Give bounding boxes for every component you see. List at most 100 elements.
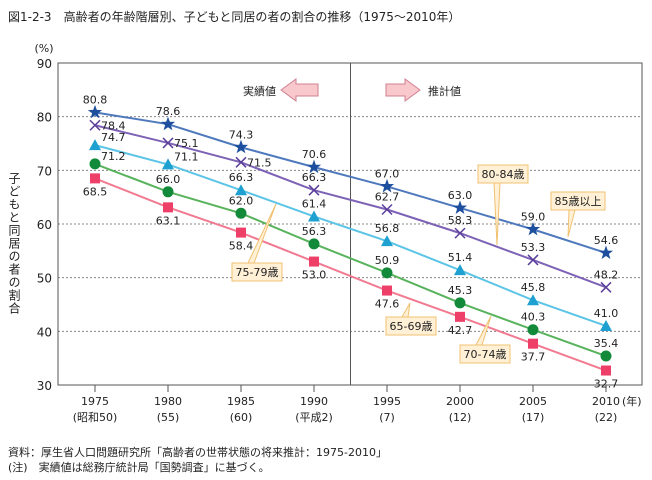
data-point-triangle (308, 210, 320, 222)
data-point-x (381, 203, 393, 216)
data-label: 58.3 (448, 214, 473, 227)
data-point-star (525, 221, 541, 236)
series-line-x (94, 124, 607, 289)
data-point-square (163, 202, 173, 213)
x-tick-sublabel: (平成2) (295, 411, 333, 424)
data-point-circle (454, 297, 466, 309)
y-tick-label: 60 (37, 218, 52, 232)
data-point-circle (381, 267, 393, 279)
data-label: 71.1 (174, 150, 199, 163)
callout-box (477, 164, 529, 184)
x-tick-label: 1975 (81, 395, 109, 408)
data-point-circle (600, 350, 612, 362)
right-arrow-icon (385, 78, 421, 102)
data-point-star (87, 104, 103, 119)
x-unit-label: (年) (622, 394, 642, 408)
x-tick-sublabel: (昭和50) (73, 411, 118, 424)
data-label: 59.0 (521, 210, 546, 223)
data-label: 78.4 (101, 119, 126, 132)
callout-box (459, 344, 511, 364)
data-point-triangle (454, 264, 466, 276)
data-point-square (455, 311, 465, 322)
callout-box (231, 262, 283, 282)
data-point-circle (527, 324, 539, 336)
data-point-triangle (89, 139, 101, 151)
series-line-square (94, 177, 607, 372)
x-tick-sublabel: (22) (595, 411, 618, 424)
data-point-square (601, 365, 611, 376)
data-label: 71.2 (101, 150, 126, 163)
x-tick-label: 2010 (592, 395, 620, 408)
data-label: 56.3 (302, 225, 327, 238)
y-tick-label: 80 (37, 111, 52, 125)
data-point-star (233, 139, 249, 154)
x-tick-label: 2000 (446, 395, 474, 408)
data-point-x (454, 227, 466, 239)
callout-box (550, 191, 606, 211)
callout-box (385, 316, 437, 336)
x-tick-sublabel: (55) (157, 411, 180, 424)
x-tick-label: 1980 (154, 395, 182, 408)
data-label: 48.2 (594, 268, 619, 281)
data-point-triangle (600, 319, 612, 331)
data-label: 66.3 (302, 171, 327, 184)
data-label: 42.7 (448, 324, 473, 337)
data-label: 80.8 (83, 93, 108, 106)
data-point-star (306, 159, 322, 174)
data-label: 75.1 (174, 137, 199, 150)
data-point-circle (235, 207, 247, 219)
x-tick-label: 1995 (373, 395, 401, 408)
series-callout-label: 80-84歳 (482, 168, 525, 181)
series-line-circle (94, 162, 607, 357)
data-label: 53.0 (302, 269, 327, 282)
data-label: 51.4 (448, 251, 473, 264)
callout-pointer (493, 182, 501, 246)
data-point-circle (308, 238, 320, 250)
x-tick-sublabel: (12) (449, 411, 472, 424)
data-point-star (379, 178, 395, 193)
projected-values-label: 推計値 (428, 84, 461, 98)
y-tick-label: 40 (37, 325, 52, 339)
data-label: 58.4 (229, 240, 254, 253)
x-tick-sublabel: (60) (230, 411, 253, 424)
data-point-x (89, 119, 101, 131)
data-label: 53.3 (521, 241, 546, 254)
data-label: 68.5 (83, 185, 108, 198)
data-label: 61.4 (302, 197, 327, 210)
data-point-triangle (381, 235, 393, 247)
data-label: 32.7 (594, 378, 619, 391)
actual-values-label: 実績値 (243, 84, 276, 98)
data-label: 63.1 (156, 214, 181, 227)
data-point-circle (162, 186, 174, 198)
data-label: 35.4 (594, 337, 619, 350)
data-label: 45.8 (521, 281, 546, 294)
data-point-x (162, 137, 174, 149)
series-line-triangle (94, 144, 607, 327)
x-tick-sublabel: (17) (522, 411, 545, 424)
data-label: 56.8 (375, 222, 400, 235)
data-point-x (600, 281, 612, 293)
data-point-square (382, 285, 392, 296)
data-point-triangle (162, 158, 174, 170)
data-label: 45.3 (448, 284, 473, 297)
data-label: 40.3 (521, 311, 546, 324)
data-point-triangle (235, 184, 247, 196)
y-tick-label: 90 (37, 57, 52, 71)
data-label: 50.9 (375, 254, 400, 267)
callout-pointer (247, 203, 277, 264)
data-point-star (452, 200, 468, 214)
y-tick-label: 30 (37, 379, 52, 393)
x-tick-sublabel: (7) (379, 411, 395, 424)
y-tick-label: 70 (37, 164, 52, 178)
data-point-x (235, 156, 247, 168)
data-point-square (309, 256, 319, 267)
series-callout-label: 85歳以上 (555, 195, 602, 208)
data-label: 70.6 (302, 148, 327, 161)
data-label: 54.6 (594, 234, 619, 247)
data-point-circle (89, 158, 101, 170)
series-callout-label: 70-74歳 (464, 348, 507, 361)
callout-pointer (475, 315, 492, 346)
data-point-x (308, 184, 320, 196)
